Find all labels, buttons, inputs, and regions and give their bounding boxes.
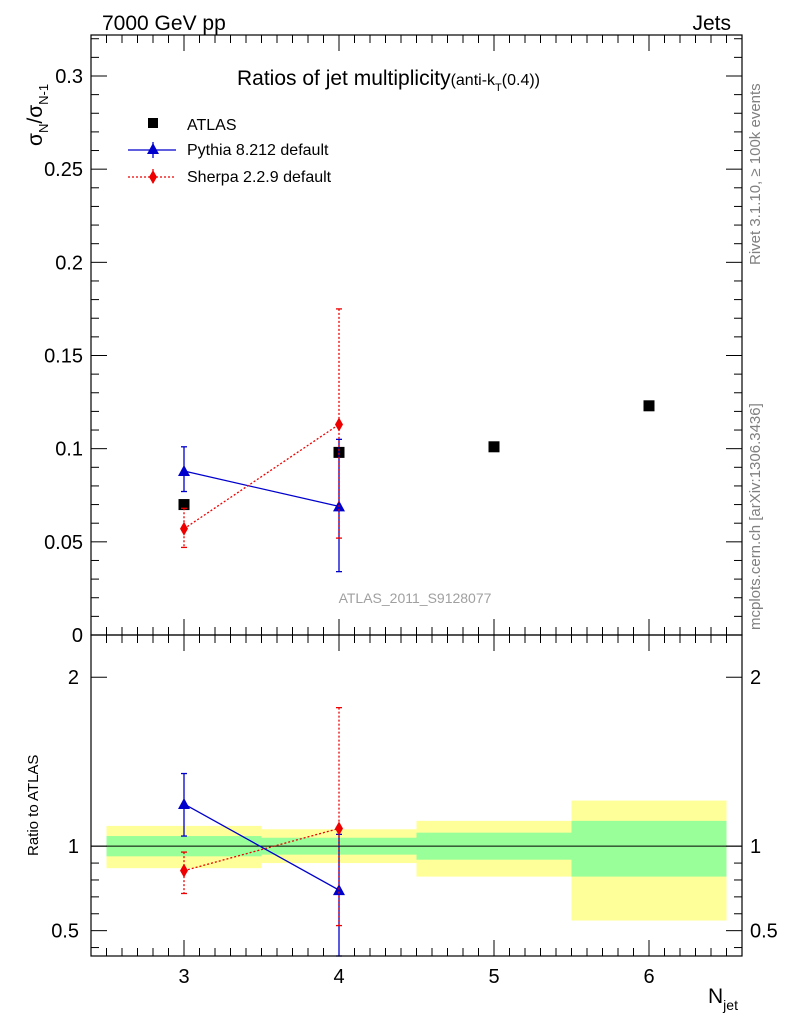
- ratio-sherpa-line: [183, 827, 340, 872]
- main-title-text: Ratios of jet multiplicity: [237, 67, 451, 90]
- ratio-ytick-label-right: 1: [750, 836, 761, 858]
- main-title-suffix-sub: T: [495, 82, 502, 94]
- main-axis-ticks: 0 0.05 0.1 0.15 0.2 0.25 0.3: [44, 35, 742, 647]
- main-title: Ratios of jet multiplicity(anti-kT(0.4)): [237, 67, 540, 94]
- main-ytick-label: 0.3: [55, 66, 83, 88]
- main-sherpa-line: [183, 423, 340, 530]
- main-pythia-point: [178, 465, 190, 477]
- main-title-suffix-end: (0.4)): [502, 72, 540, 89]
- header-energy-label: 7000 GeV pp: [102, 12, 226, 35]
- main-panel: 0 0.05 0.1 0.15 0.2 0.25 0.3 Ratios of jet mul…: [24, 34, 743, 647]
- ratio-xtick-label: 5: [488, 966, 499, 988]
- legend-sherpa-marker: [149, 170, 157, 184]
- analysis-watermark: ATLAS_2011_S9128077: [339, 590, 492, 606]
- main-atlas-point: [643, 400, 655, 412]
- y-label-sigma-n: σ: [24, 133, 47, 146]
- legend-atlas-label: ATLAS: [187, 117, 237, 134]
- ratio-y-axis-label: Ratio to ATLAS: [25, 755, 42, 856]
- main-ytick-label: 0.1: [55, 439, 83, 461]
- y-label-slash: /σ: [24, 105, 47, 124]
- ratio-axis-ticks: 0.5 0.5 1 1 2 2 3 4 5 6: [51, 635, 778, 988]
- ratio-pythia-line: [183, 803, 340, 891]
- main-sherpa-point: [180, 521, 188, 536]
- ratio-band-green: [571, 820, 727, 877]
- x-label-sub-jet: jet: [722, 997, 738, 1013]
- legend-sherpa-label: Sherpa 2.2.9 default: [187, 169, 332, 186]
- main-ytick-label: 0.2: [55, 252, 83, 274]
- main-ytick-label: 0.15: [44, 345, 83, 367]
- main-atlas-point: [488, 441, 500, 453]
- ratio-uncertainty-bands: [106, 800, 727, 921]
- x-label-n: N: [708, 985, 723, 1008]
- header-process-label: Jets: [692, 12, 731, 35]
- ratio-ytick-label-left: 2: [68, 667, 79, 689]
- main-sherpa-point: [335, 417, 343, 432]
- ratio-ytick-label-right: 2: [750, 667, 761, 689]
- ratio-ytick-label-left: 0.5: [51, 921, 79, 943]
- ratio-sherpa-point: [180, 863, 188, 878]
- ratio-panel: 0.5 0.5 1 1 2 2 3 4 5 6 Ratio to ATLAS Njet: [25, 634, 778, 1013]
- ratio-ytick-label-right: 0.5: [750, 921, 778, 943]
- ratio-x-axis-label: Njet: [708, 985, 738, 1013]
- ratio-series-layer: [178, 706, 345, 957]
- ratio-pythia-point: [178, 797, 190, 809]
- rivet-info-text: Rivet 3.1.10, ≥ 100k events: [747, 83, 764, 265]
- ratio-xtick-label: 4: [333, 966, 344, 988]
- legend-atlas-marker: [148, 118, 158, 128]
- main-ytick-label: 0.05: [44, 532, 83, 554]
- mcplots-info-text: mcplots.cern.ch [arXiv:1306.3436]: [747, 403, 764, 630]
- main-ytick-label: 0.25: [44, 159, 83, 181]
- main-atlas-point: [178, 499, 190, 511]
- legend: ATLAS Pythia 8.212 default Sherpa 2.2.9 …: [128, 117, 332, 186]
- legend-pythia-marker: [147, 143, 159, 154]
- ratio-sherpa-point: [335, 821, 343, 836]
- main-series-layer: [178, 308, 655, 573]
- y-label-sub-n1: N-1: [36, 84, 51, 105]
- main-title-suffix: (anti-k: [451, 72, 496, 89]
- legend-pythia-label: Pythia 8.212 default: [187, 142, 329, 159]
- ratio-xtick-label: 3: [178, 966, 189, 988]
- ratio-panel-frame: [90, 634, 743, 957]
- ratio-xtick-label: 6: [643, 966, 654, 988]
- ratio-ytick-label-left: 1: [68, 836, 79, 858]
- main-pythia-line: [183, 470, 340, 508]
- main-ytick-label: 0: [72, 625, 83, 647]
- y-label-sub-n: N: [36, 124, 51, 133]
- main-y-axis-label: σN/σN-1: [24, 84, 51, 146]
